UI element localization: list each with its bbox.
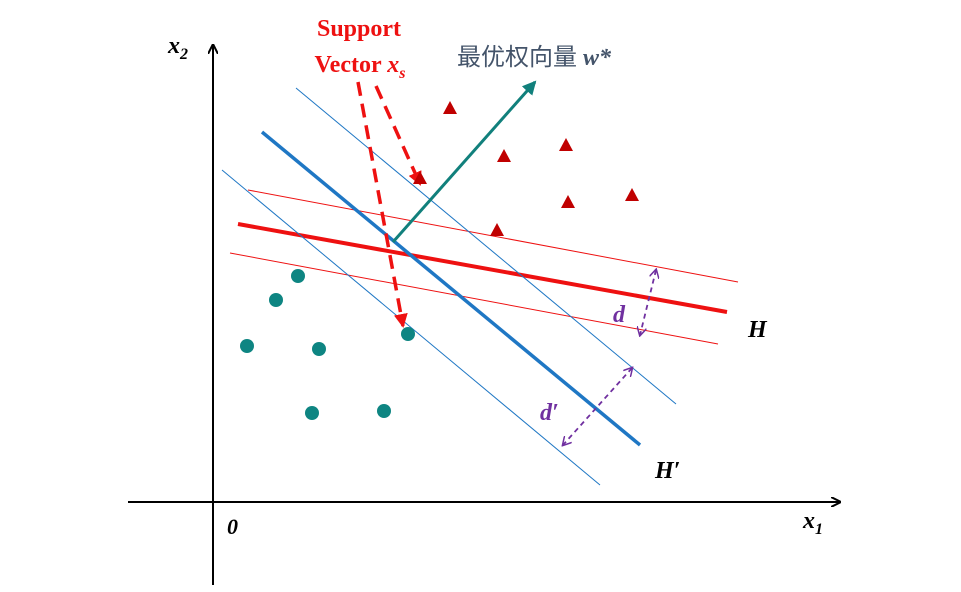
circle-point bbox=[291, 269, 305, 283]
hyperplanes bbox=[221, 87, 739, 486]
y-axis-label: x2 bbox=[167, 33, 188, 63]
label-sub: 2 bbox=[179, 46, 188, 63]
triangle-point bbox=[413, 171, 427, 184]
label-symbol: w* bbox=[583, 45, 612, 71]
circle-point bbox=[240, 339, 254, 353]
label-base: x bbox=[167, 33, 180, 59]
pointer-arrow bbox=[374, 85, 422, 186]
weight-vector-arrow bbox=[391, 80, 537, 243]
pointer-arrow bbox=[356, 81, 408, 328]
label-sub: s bbox=[398, 65, 405, 82]
origin-label: 0 bbox=[227, 514, 238, 539]
margin-arrow bbox=[563, 368, 632, 445]
label-text: 最优权向量 bbox=[457, 43, 577, 71]
hyperplane-h-prime bbox=[260, 130, 642, 447]
triangle-point bbox=[625, 188, 639, 201]
circle-point bbox=[377, 404, 391, 418]
d-label: d bbox=[613, 302, 626, 328]
label-text: Vector bbox=[315, 52, 382, 78]
triangle-point bbox=[561, 195, 575, 208]
circle-point bbox=[269, 293, 283, 307]
margin-line bbox=[295, 87, 677, 405]
h-label: H bbox=[747, 317, 768, 343]
circle-point bbox=[312, 342, 326, 356]
x-axis-label: x1 bbox=[802, 508, 823, 538]
class-negative bbox=[240, 269, 415, 420]
support-label: Support bbox=[317, 16, 401, 42]
label-symbol: x bbox=[386, 52, 399, 78]
triangle-point bbox=[497, 149, 511, 162]
triangle-point bbox=[490, 223, 504, 236]
support-vector-arrows bbox=[356, 81, 422, 328]
margin-arrow bbox=[640, 270, 656, 335]
triangle-point bbox=[443, 101, 457, 114]
label-sub: 1 bbox=[815, 521, 823, 538]
circle-point bbox=[305, 406, 319, 420]
d-prime-label: d′ bbox=[540, 400, 559, 426]
margin-arrows bbox=[563, 270, 656, 445]
labels: x2 x1 0 Support Vector xs 最优权向量 w* H H′ … bbox=[167, 16, 823, 539]
margin-line bbox=[221, 169, 601, 486]
axes bbox=[128, 45, 840, 585]
circle-point bbox=[401, 327, 415, 341]
weight-label: 最优权向量 w* bbox=[457, 43, 612, 71]
label-base: x bbox=[802, 508, 815, 534]
triangle-point bbox=[559, 138, 573, 151]
support-label: Vector xs bbox=[315, 52, 406, 82]
h-prime-label: H′ bbox=[654, 458, 680, 484]
class-positive bbox=[413, 101, 639, 236]
